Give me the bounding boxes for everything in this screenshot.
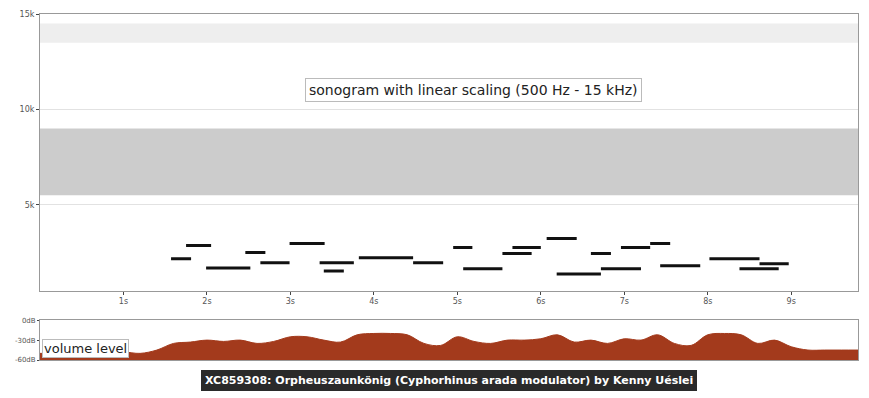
svg-text:-60dB: -60dB [15, 356, 36, 364]
svg-text:3s: 3s [286, 297, 295, 306]
svg-text:7s: 7s [620, 297, 629, 306]
svg-text:5s: 5s [453, 297, 462, 306]
svg-text:15k: 15k [20, 10, 35, 19]
svg-text:sonogram with linear scaling (: sonogram with linear scaling (500 Hz - 1… [309, 82, 638, 98]
svg-text:4s: 4s [369, 297, 378, 306]
svg-text:-30dB: -30dB [15, 337, 36, 345]
svg-text:5k: 5k [25, 201, 35, 210]
svg-text:2s: 2s [202, 297, 211, 306]
svg-text:6s: 6s [536, 297, 545, 306]
svg-text:8s: 8s [703, 297, 712, 306]
svg-text:1s: 1s [119, 297, 128, 306]
svg-text:10k: 10k [20, 105, 35, 114]
svg-text:XC859308: Orpheuszaunkönig (Cy: XC859308: Orpheuszaunkönig (Cyphorhinus … [205, 374, 693, 387]
svg-text:9s: 9s [787, 297, 796, 306]
svg-text:volume level: volume level [44, 341, 127, 356]
svg-text:0dB: 0dB [22, 317, 36, 325]
